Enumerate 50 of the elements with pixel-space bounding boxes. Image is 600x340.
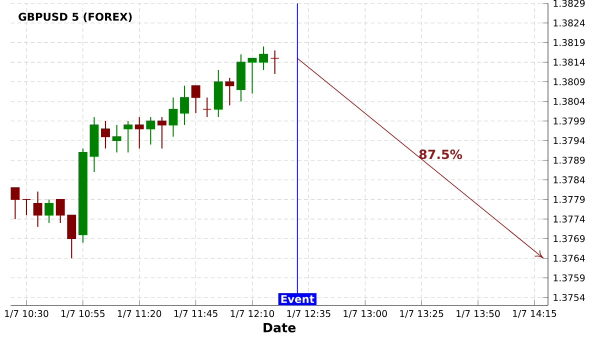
y-tick-label: 1.3764 (554, 254, 585, 262)
x-tick-label: 1/7 12:35 (287, 310, 330, 318)
candlestick (134, 116, 144, 149)
candlestick (168, 96, 178, 138)
candlestick (124, 120, 133, 153)
x-tick-label: 1/7 13:25 (400, 310, 444, 318)
y-tick-label: 1.3799 (554, 117, 585, 125)
y-tick-label: 1.3789 (554, 156, 585, 164)
candlestick (33, 191, 42, 228)
candlestick (248, 58, 257, 94)
x-tick-label: 1/7 13:00 (344, 310, 387, 318)
x-tick-label: 1/7 11:20 (118, 310, 162, 318)
x-tick-label: 1/7 10:55 (62, 310, 105, 318)
y-tick-label: 1.3829 (554, 0, 585, 7)
candlestick (202, 96, 212, 118)
x-tick-label: 1/7 14:15 (513, 310, 556, 318)
y-tick-label: 1.3794 (554, 137, 585, 144)
y-tick-label: 1.3759 (554, 274, 585, 282)
x-tick-label: 1/7 12:10 (230, 310, 274, 318)
x-tick-label: 1/7 10:30 (5, 310, 48, 318)
candlestick (101, 120, 110, 149)
y-tick-label: 1.3824 (554, 19, 585, 26)
y-tick-label: 1.3804 (554, 98, 585, 105)
y-tick-label: 1.3769 (554, 235, 585, 242)
ref-line-label: Event (281, 295, 314, 304)
text: GBPUSD 5 (FOREX) (18, 12, 132, 22)
candlestick (259, 46, 268, 71)
candlestick (270, 50, 280, 74)
candlestick (191, 85, 200, 114)
candlestick (180, 85, 189, 126)
y-tick-label: 1.3774 (554, 216, 585, 223)
y-tick-label: 1.3819 (554, 39, 585, 46)
annotation: 87.5% (419, 150, 462, 160)
candlestick (22, 198, 31, 216)
x-tick-label: 1/7 13:50 (456, 310, 500, 318)
candlestick (44, 198, 54, 224)
candlestick (67, 214, 76, 259)
candlestick (56, 198, 65, 224)
candlestick (146, 116, 156, 146)
y-tick-label: 1.3809 (554, 78, 585, 86)
y-tick-label: 1.3784 (554, 176, 585, 184)
x-tick-label: 1/7 11:45 (174, 310, 218, 318)
y-tick-label: 1.3779 (554, 196, 585, 203)
x-axis-title: Date (264, 322, 296, 332)
candlestick (10, 187, 20, 220)
candlestick (157, 116, 166, 149)
y-tick-label: 1.3754 (554, 294, 585, 302)
y-tick-label: 1.3814 (554, 58, 585, 66)
candlestick (112, 124, 122, 153)
candlestick (225, 77, 234, 106)
